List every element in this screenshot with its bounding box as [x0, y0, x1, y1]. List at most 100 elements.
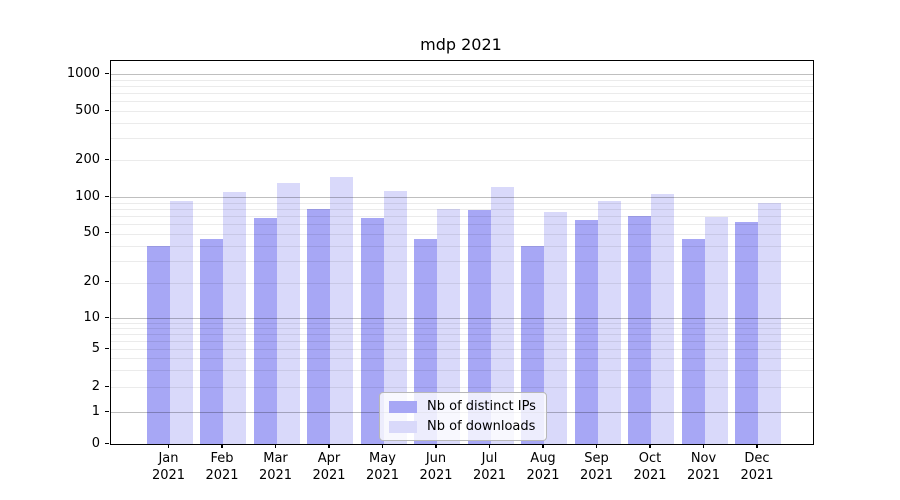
- gridline-minor: [111, 123, 813, 124]
- x-axis-tick-mark: [595, 444, 598, 448]
- y-axis-tick-label: 10: [83, 309, 100, 325]
- y-axis-tick-label: 1000: [66, 65, 100, 81]
- x-axis-tick-label: Dec 2021: [740, 451, 774, 483]
- gridline-minor: [111, 111, 813, 112]
- y-axis-tick-mark: [105, 158, 109, 160]
- y-axis-tick-mark: [105, 281, 109, 283]
- bar-distinct-ips-nov: [681, 239, 705, 444]
- y-axis-tick-mark: [105, 410, 109, 412]
- gridline-major: [111, 74, 813, 76]
- bar-distinct-ips-feb: [200, 239, 223, 444]
- bar-distinct-ips-sep: [574, 219, 598, 444]
- y-axis-tick-label: 1: [91, 403, 100, 419]
- x-axis-tick-mark: [274, 444, 277, 448]
- gridline-minor: [111, 208, 813, 210]
- y-axis-tick-label: 100: [75, 188, 100, 204]
- bar-distinct-ips-jul: [467, 210, 491, 444]
- gridline-minor: [111, 334, 813, 336]
- legend-swatch-downloads: [389, 420, 417, 433]
- legend-swatch-distinct-ips: [389, 400, 417, 413]
- x-axis-tick-mark: [488, 444, 491, 448]
- y-axis-tick-label: 20: [83, 274, 100, 290]
- gridline-minor: [111, 160, 813, 162]
- bar-downloads-nov: [704, 217, 728, 444]
- bar-downloads-jan: [169, 201, 193, 444]
- gridline-major: [111, 318, 813, 320]
- y-axis-tick-mark: [105, 109, 109, 111]
- bar-distinct-ips-mar: [253, 218, 277, 444]
- x-axis-tick-label: Jun 2021: [419, 451, 453, 483]
- gridline-minor: [111, 370, 813, 372]
- x-axis-tick-mark: [435, 444, 437, 448]
- bar-distinct-ips-oct: [628, 215, 651, 444]
- y-axis-tick-label: 500: [75, 102, 100, 118]
- plot-canvas: [111, 61, 813, 444]
- y-axis-tick-label: 5: [91, 340, 100, 356]
- x-axis-tick-label: Sep 2021: [579, 451, 614, 483]
- gridline-minor: [111, 101, 813, 103]
- bar-distinct-ips-dec: [735, 222, 758, 444]
- x-axis-tick-label: Apr 2021: [312, 451, 346, 483]
- gridline-minor: [111, 245, 813, 247]
- gridline-minor: [111, 93, 813, 95]
- y-axis-tick-mark: [105, 347, 109, 349]
- x-axis-tick-label: Aug 2021: [526, 451, 560, 483]
- bar-downloads-may: [383, 190, 407, 444]
- y-axis-tick-mark: [105, 316, 109, 318]
- bar-downloads-jun: [437, 209, 460, 444]
- chart-title: mdp 2021: [420, 35, 502, 54]
- x-axis-tick-mark: [381, 444, 384, 448]
- x-axis-tick-label: Jan 2021: [151, 451, 186, 483]
- y-axis-tick-label: 2: [91, 378, 100, 394]
- x-axis-tick-label: May 2021: [365, 451, 400, 483]
- gridline-minor: [111, 215, 813, 217]
- legend-label-distinct-ips: Nb of distinct IPs: [427, 399, 536, 414]
- bar-downloads-dec: [758, 202, 781, 444]
- x-axis-tick-mark: [702, 444, 705, 448]
- bar-downloads-aug: [544, 212, 567, 444]
- bar-downloads-sep: [597, 200, 621, 444]
- y-axis-tick-mark: [105, 385, 109, 387]
- y-axis-tick-mark: [105, 195, 109, 197]
- bar-distinct-ips-may: [360, 218, 384, 444]
- legend-label-downloads: Nb of downloads: [427, 419, 536, 434]
- x-axis-tick-mark: [542, 444, 544, 448]
- gridline-minor: [111, 261, 813, 263]
- y-axis-tick-mark: [105, 72, 109, 74]
- y-axis-tick-mark: [105, 232, 109, 234]
- y-axis-tick-mark: [105, 442, 109, 444]
- x-axis-tick-label: Nov 2021: [686, 451, 721, 483]
- bar-downloads-feb: [223, 191, 246, 444]
- legend-row-downloads: Nb of downloads: [389, 419, 536, 434]
- gridline-minor: [111, 282, 813, 284]
- x-axis-tick-label: Feb 2021: [205, 451, 239, 483]
- gridline-minor: [111, 323, 813, 324]
- gridline-minor: [111, 341, 813, 343]
- gridline-minor: [111, 86, 813, 88]
- legend-row-distinct-ips: Nb of distinct IPs: [389, 399, 536, 414]
- gridline-minor: [111, 387, 813, 388]
- bar-downloads-oct: [651, 194, 674, 444]
- x-axis-tick-mark: [756, 444, 758, 448]
- gridline-minor: [111, 328, 813, 330]
- gridline-minor: [111, 79, 813, 81]
- bar-downloads-apr: [330, 177, 353, 444]
- y-axis-tick-label: 50: [83, 225, 100, 241]
- x-axis-tick-label: Mar 2021: [258, 451, 293, 483]
- x-axis-tick-mark: [167, 444, 170, 448]
- x-axis-tick-mark: [328, 444, 330, 448]
- gridline-minor: [111, 349, 813, 351]
- gridline-minor: [111, 233, 813, 235]
- x-axis-tick-label: Oct 2021: [633, 451, 667, 483]
- gridline-minor: [111, 138, 813, 140]
- y-axis-tick-label: 0: [91, 435, 100, 451]
- x-axis-tick-mark: [221, 444, 223, 448]
- bar-distinct-ips-apr: [307, 208, 330, 444]
- gridline-major: [111, 197, 813, 198]
- bar-distinct-ips-jan: [146, 245, 170, 444]
- x-axis-tick-mark: [649, 444, 651, 448]
- gridline-minor: [111, 202, 813, 204]
- y-axis-tick-label: 200: [75, 151, 100, 167]
- x-axis-tick-label: Jul 2021: [472, 451, 507, 483]
